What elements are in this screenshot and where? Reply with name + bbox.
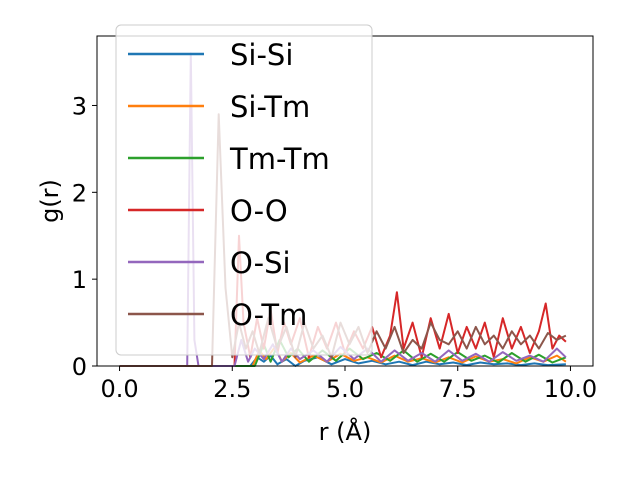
x-tick-label: 7.5 <box>439 375 477 403</box>
x-tick-label: 5.0 <box>326 375 364 403</box>
x-tick-label: 0.0 <box>100 375 138 403</box>
x-tick-label: 10.0 <box>544 375 597 403</box>
y-tick-label: 1 <box>72 266 87 294</box>
x-tick-label: 2.5 <box>213 375 251 403</box>
y-tick-label: 3 <box>72 92 87 120</box>
legend-label-o-si: O-Si <box>230 246 291 280</box>
legend-label-o-tm: O-Tm <box>230 298 307 332</box>
x-axis-label: r (Å) <box>319 417 372 446</box>
legend: Si-Si Si-Tm Tm-Tm O-O O-Si O-Tm <box>115 24 373 356</box>
legend-label-si-si: Si-Si <box>230 38 293 72</box>
y-axis-label: g(r) <box>36 179 64 223</box>
legend-label-tm-tm: Tm-Tm <box>229 142 330 176</box>
legend-box <box>115 24 373 356</box>
legend-label-o-o: O-O <box>230 194 288 228</box>
y-tick-label: 2 <box>72 179 87 207</box>
y-tick-label: 0 <box>72 353 87 381</box>
y-axis: 0 1 2 3 <box>72 92 97 381</box>
x-axis: 0.0 2.5 5.0 7.5 10.0 <box>100 366 597 403</box>
legend-label-si-tm: Si-Tm <box>230 90 310 124</box>
